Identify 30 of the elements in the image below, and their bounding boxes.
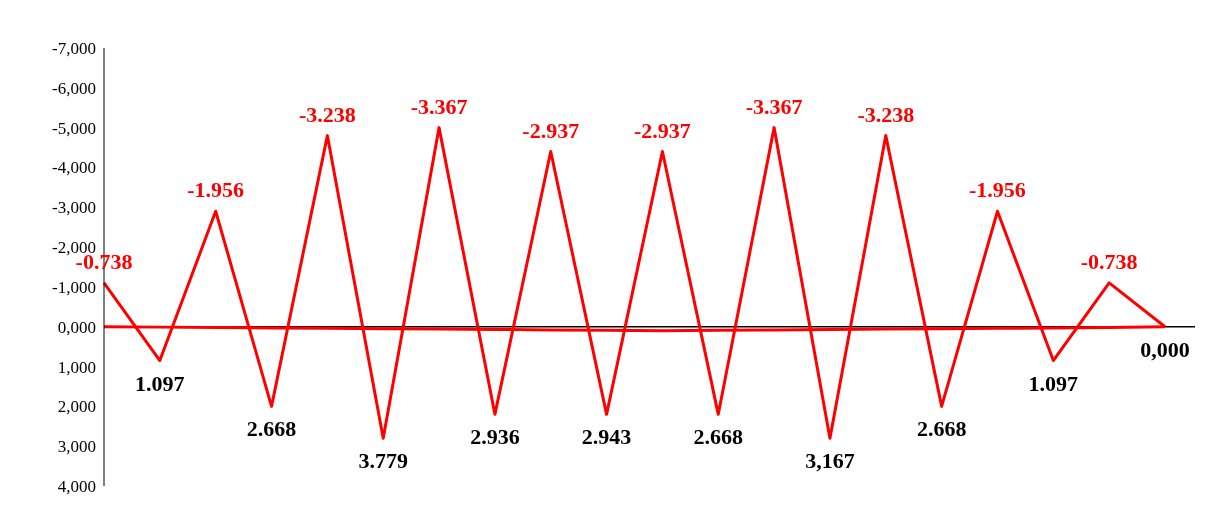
annotation: -3.367	[745, 93, 803, 119]
annotation: 3.779	[358, 448, 408, 474]
annotation: 3,167	[805, 448, 855, 474]
y-tick-label: 2,000	[57, 397, 96, 417]
annotation: -3.238	[298, 101, 356, 127]
annotation: 1.097	[135, 370, 185, 396]
y-tick-label: -3,000	[52, 198, 96, 218]
annotation: -2.937	[634, 117, 691, 143]
annotation: 2.936	[470, 424, 520, 450]
annotation: 2.668	[246, 416, 297, 442]
annotation: 2.943	[581, 424, 632, 450]
y-tick-label: -4,000	[52, 158, 96, 178]
y-tick-label: 3,000	[57, 437, 96, 457]
y-tick-label: -1,000	[52, 277, 96, 297]
y-tick-label: -5,000	[52, 118, 96, 138]
annotation: -3.367	[410, 93, 468, 119]
annotation: -1.956	[187, 177, 245, 203]
annotation: 0,000	[1140, 336, 1190, 362]
annotation: -3.238	[857, 101, 915, 127]
annotation: -1.956	[969, 177, 1026, 203]
y-tick-label: 0,000	[57, 317, 96, 337]
annotation: 2.668	[693, 424, 744, 450]
annotation: 2.668	[916, 416, 967, 442]
annotation: 1.097	[1028, 370, 1079, 396]
y-tick-label: 1,000	[57, 357, 96, 377]
annotation: -2.937	[522, 117, 580, 143]
y-tick-label: -7,000	[52, 39, 96, 59]
y-tick-label: 4,000	[57, 477, 96, 497]
annotation: -0.738	[1080, 248, 1138, 274]
y-tick-label: -6,000	[52, 78, 96, 98]
